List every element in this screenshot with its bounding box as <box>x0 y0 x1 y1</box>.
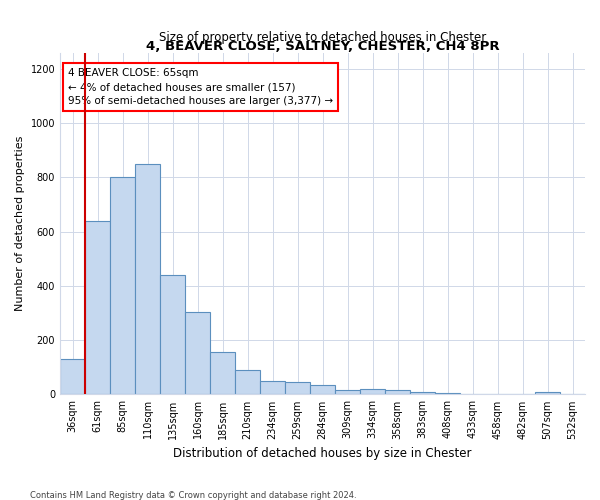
Bar <box>335 390 360 394</box>
Bar <box>360 389 385 394</box>
Bar <box>160 275 185 394</box>
Bar <box>135 164 160 394</box>
Bar <box>85 221 110 394</box>
Bar <box>535 392 560 394</box>
Bar <box>435 393 460 394</box>
Bar <box>385 390 410 394</box>
Text: Size of property relative to detached houses in Chester: Size of property relative to detached ho… <box>159 31 486 44</box>
X-axis label: Distribution of detached houses by size in Chester: Distribution of detached houses by size … <box>173 447 472 460</box>
Bar <box>410 392 435 394</box>
Y-axis label: Number of detached properties: Number of detached properties <box>15 136 25 311</box>
Bar <box>285 382 310 394</box>
Bar <box>310 385 335 394</box>
Bar <box>60 359 85 394</box>
Text: 4 BEAVER CLOSE: 65sqm
← 4% of detached houses are smaller (157)
95% of semi-deta: 4 BEAVER CLOSE: 65sqm ← 4% of detached h… <box>68 68 333 106</box>
Title: 4, BEAVER CLOSE, SALTNEY, CHESTER, CH4 8PR: 4, BEAVER CLOSE, SALTNEY, CHESTER, CH4 8… <box>146 40 499 52</box>
Bar <box>235 370 260 394</box>
Bar <box>260 381 285 394</box>
Bar <box>210 352 235 395</box>
Bar <box>110 178 135 394</box>
Bar <box>185 312 210 394</box>
Text: Contains HM Land Registry data © Crown copyright and database right 2024.: Contains HM Land Registry data © Crown c… <box>30 490 356 500</box>
